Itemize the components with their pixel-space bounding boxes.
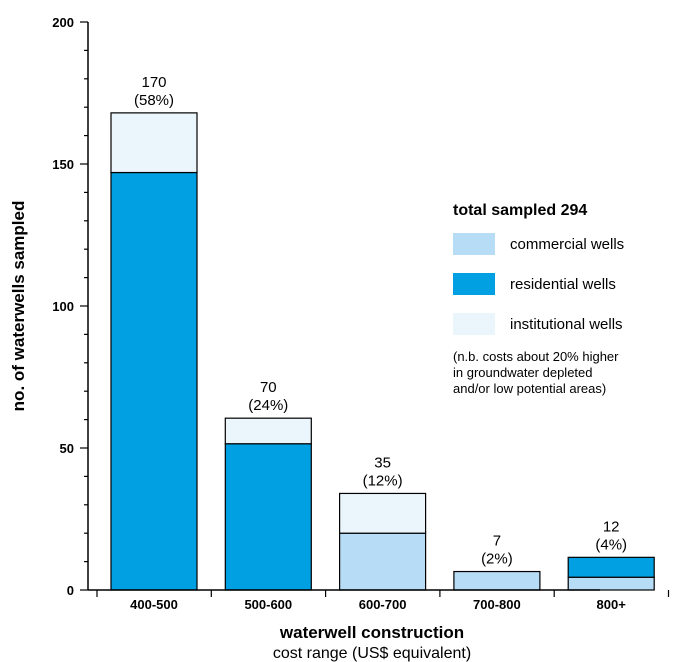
x-tick-label: 600-700 xyxy=(359,597,407,612)
bar-segment xyxy=(339,532,427,591)
y-axis: 0 50 100 150 200 xyxy=(52,15,89,598)
x-axis-subtitle: cost range (US$ equivalent) xyxy=(273,645,471,662)
bar-percent-label: (12%) xyxy=(363,472,403,489)
bar-segment xyxy=(110,112,198,174)
y-tick-label: 200 xyxy=(52,15,74,30)
bar-segment xyxy=(224,443,312,591)
note-line-1: (n.b. costs about 20% higher xyxy=(453,349,619,364)
legend-swatch xyxy=(453,273,495,295)
data-labels-layer: 170(58%) 70(24%) 35(12%) 7(2%) 12(4%) xyxy=(134,74,627,568)
x-tick-label: 500-600 xyxy=(244,597,292,612)
y-tick-label: 50 xyxy=(60,441,74,456)
legend-swatch xyxy=(453,233,495,255)
bar-percent-label: (58%) xyxy=(134,92,174,109)
legend: total sampled 294 commercial wells reside… xyxy=(453,202,624,335)
y-axis-title: no. of waterwells sampled xyxy=(9,201,28,412)
bar-percent-label: (2%) xyxy=(481,551,513,568)
legend-label: residential wells xyxy=(510,276,616,293)
x-axis: 400-500 500-600 600-700 700-800 800+ xyxy=(88,589,670,612)
bar-segment xyxy=(567,556,655,578)
bar-count-label: 7 xyxy=(493,533,501,550)
x-tick-label: 400-500 xyxy=(130,597,178,612)
y-tick-label: 150 xyxy=(52,157,74,172)
bar-count-label: 35 xyxy=(374,454,391,471)
bars-layer xyxy=(110,112,655,591)
legend-title: total sampled 294 xyxy=(453,202,587,219)
bar-segment xyxy=(567,576,655,591)
x-tick-label: 800+ xyxy=(597,597,627,612)
legend-label: commercial wells xyxy=(510,236,624,253)
bar-percent-label: (24%) xyxy=(248,397,288,414)
y-tick-label: 0 xyxy=(67,583,74,598)
note-block: (n.b. costs about 20% higher in groundwa… xyxy=(453,349,619,396)
x-tick-label: 700-800 xyxy=(473,597,521,612)
bar-percent-label: (4%) xyxy=(595,536,627,553)
x-axis-title: waterwell construction xyxy=(279,623,464,642)
legend-label: institutional wells xyxy=(510,316,623,333)
y-tick-label: 100 xyxy=(52,299,74,314)
bar-count-label: 70 xyxy=(260,379,277,396)
bar-segment xyxy=(110,171,198,591)
note-line-2: in groundwater depleted xyxy=(453,365,593,380)
bar-segment xyxy=(339,492,427,534)
bar-count-label: 12 xyxy=(603,518,620,535)
bar-count-label: 170 xyxy=(141,74,166,91)
bar-segment xyxy=(224,417,312,445)
bar-segment xyxy=(453,570,541,591)
legend-swatch xyxy=(453,313,495,335)
note-line-3: and/or low potential areas) xyxy=(453,381,606,396)
